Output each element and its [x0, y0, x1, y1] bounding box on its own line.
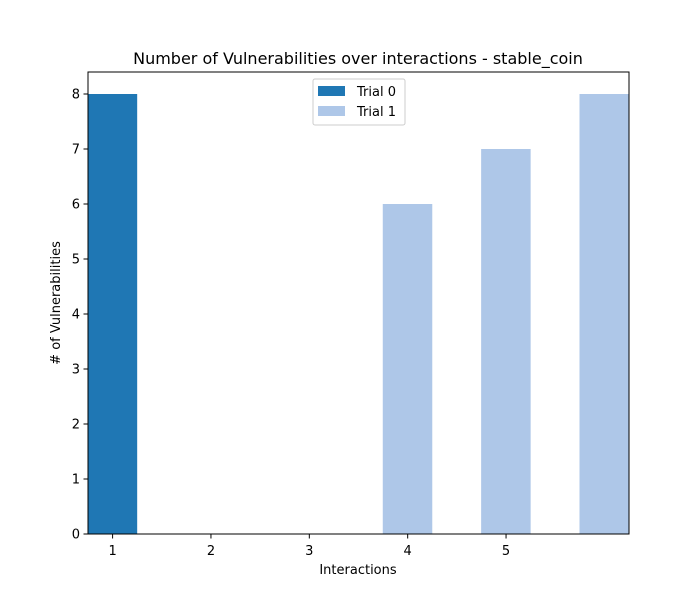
y-tick-label: 3	[72, 363, 80, 378]
y-tick-label: 1	[72, 473, 80, 488]
x-tick-label: 3	[305, 544, 313, 559]
y-tick-label: 6	[72, 198, 80, 213]
y-axis-label: # of Vulnerabilities	[49, 241, 64, 365]
legend-label-trial-0: Trial 0	[356, 85, 396, 100]
bar-trial-1-1	[481, 149, 531, 534]
legend-label-trial-1: Trial 1	[356, 105, 396, 120]
y-tick-label: 7	[72, 143, 80, 158]
y-tick-label: 4	[72, 308, 80, 323]
bar-trial-1-2	[579, 94, 629, 534]
x-tick-label: 4	[404, 544, 412, 559]
x-tick-label: 5	[502, 544, 510, 559]
bar-trial-0-0	[87, 94, 138, 534]
x-tick-label: 1	[108, 544, 116, 559]
y-tick-label: 2	[72, 418, 80, 433]
plot-frame	[87, 71, 630, 535]
bar-trial-1-0	[382, 204, 433, 534]
y-tick-label: 5	[72, 253, 80, 268]
x-axis-label: Interactions	[319, 563, 397, 578]
legend-swatch-trial-1	[318, 106, 345, 116]
y-tick-label: 8	[72, 88, 80, 103]
y-tick-label: 0	[72, 528, 80, 543]
x-tick-label: 2	[207, 544, 215, 559]
legend-swatch-trial-0	[318, 86, 345, 96]
chart-title: Number of Vulnerabilities over interacti…	[133, 49, 583, 69]
